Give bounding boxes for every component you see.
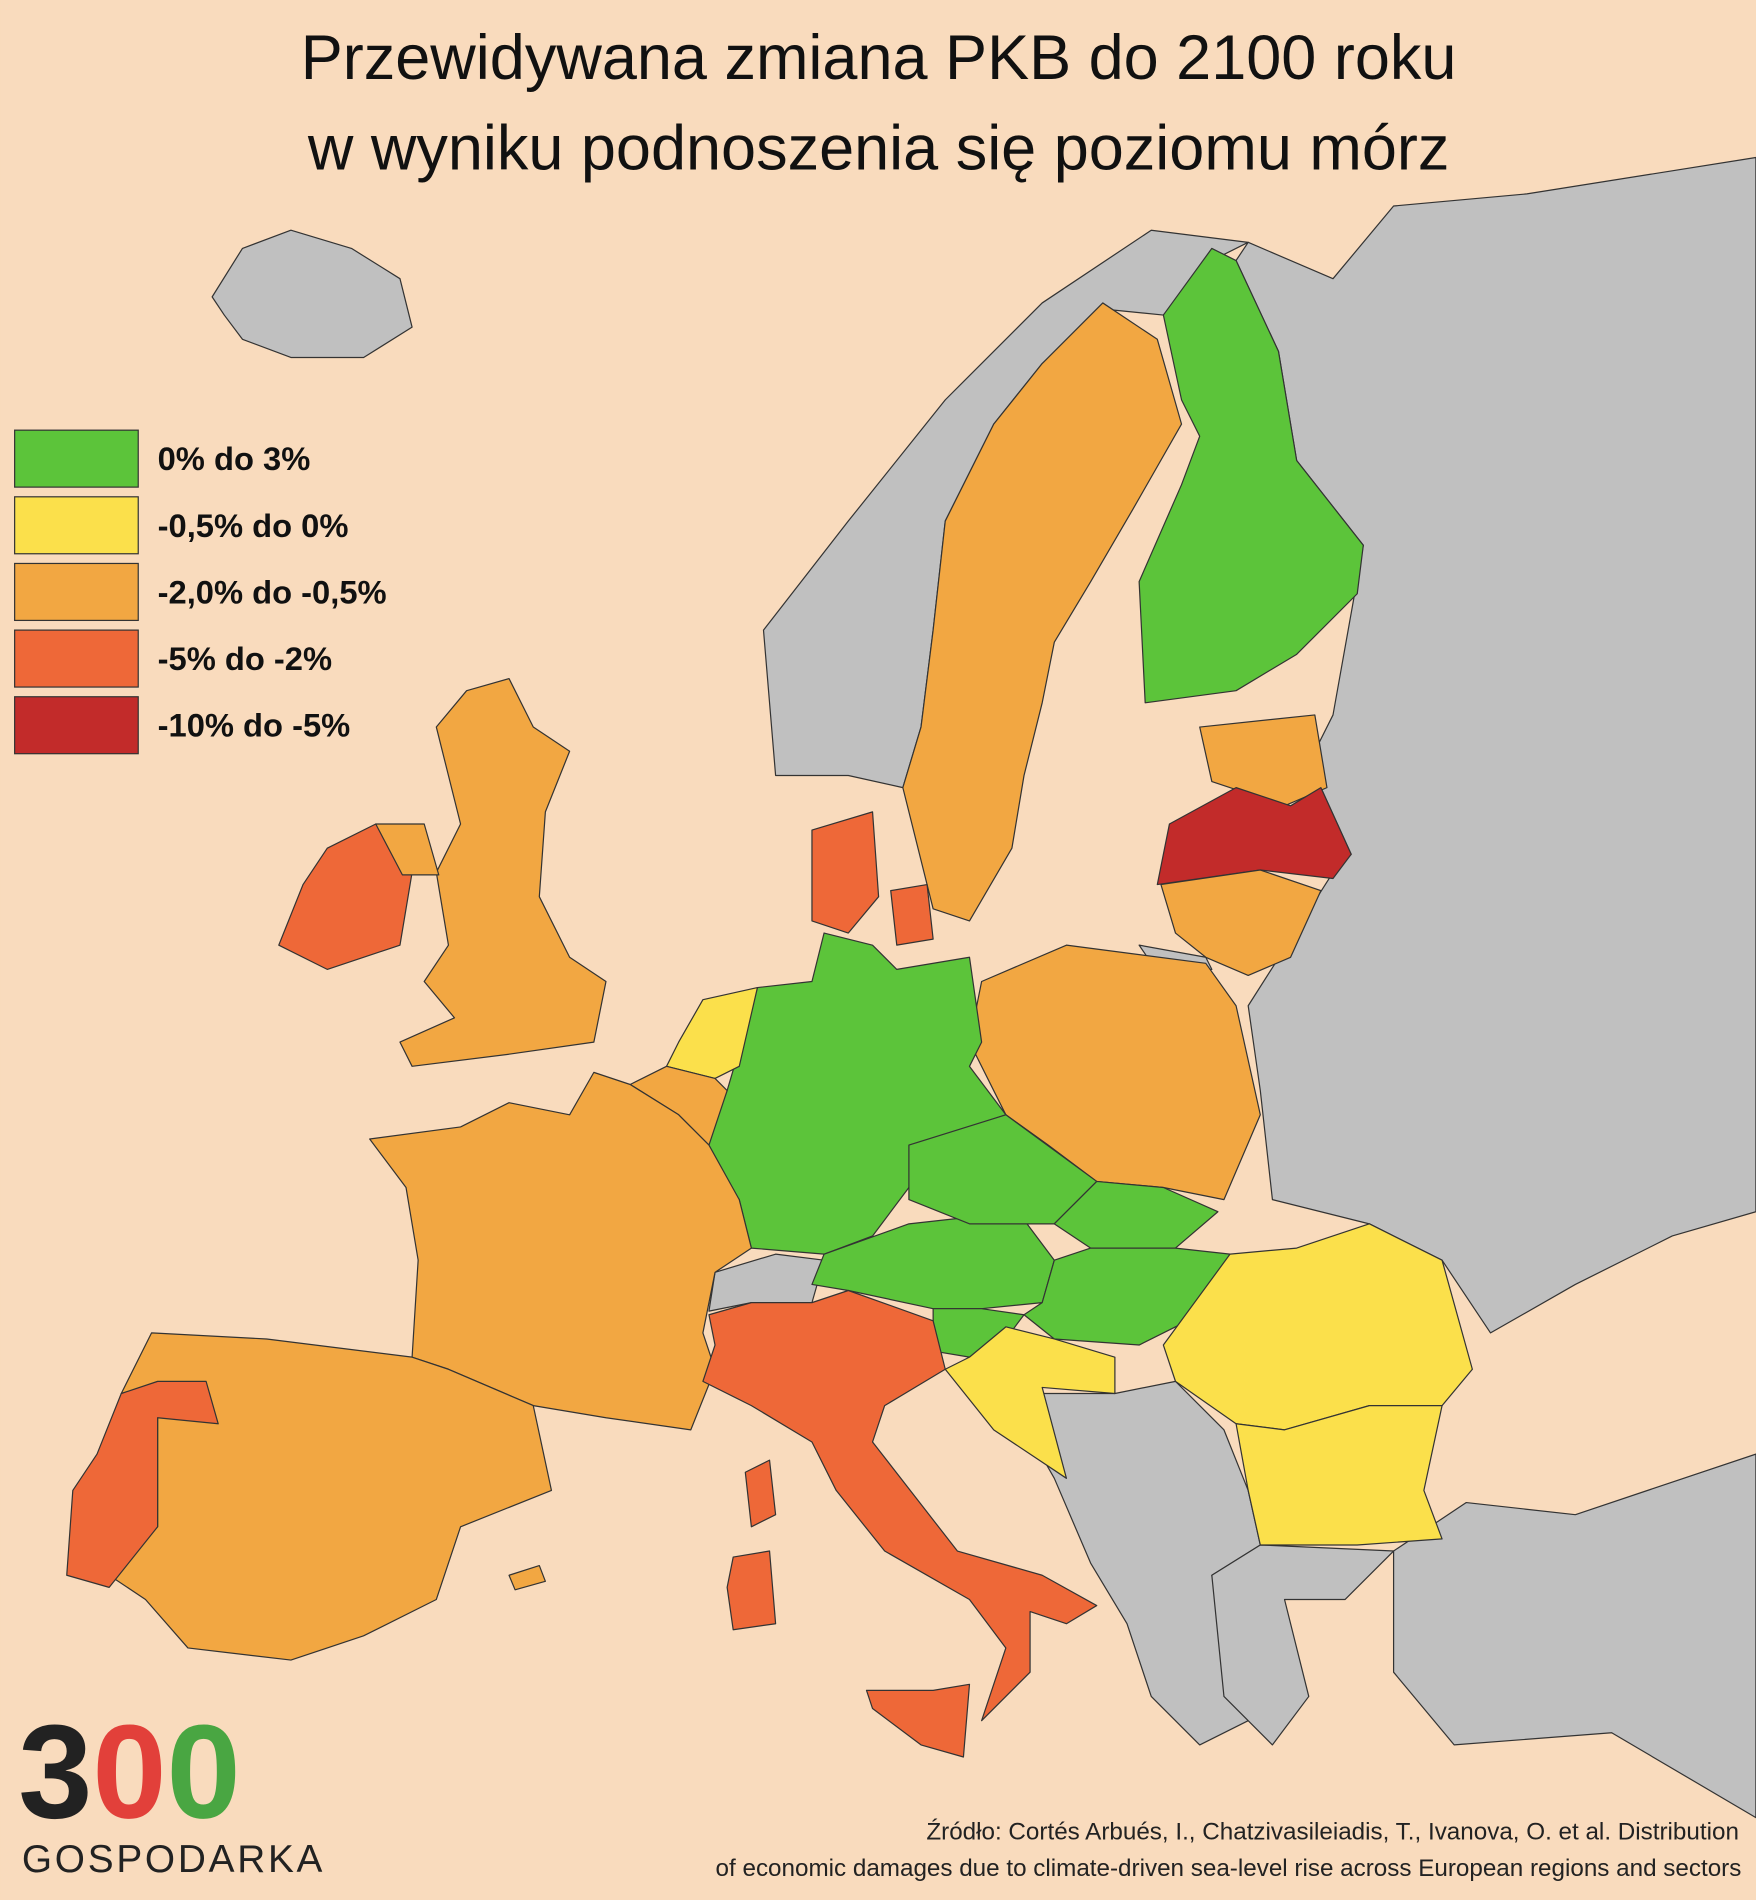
- title-line: Przewidywana zmiana PKB do 2100 roku: [301, 23, 1457, 93]
- lithuania: [1160, 869, 1322, 977]
- logo-number: 300: [18, 1698, 240, 1847]
- logo-name: GOSPODARKA: [22, 1838, 323, 1881]
- sardinia: [726, 1550, 777, 1631]
- corsica: [744, 1459, 777, 1528]
- portugal: [66, 1380, 219, 1588]
- legend-label: -0,5% do 0%: [158, 507, 349, 544]
- legend: 0% do 3% -0,5% do 0% -2,0% do -0,5% -5% do …: [14, 429, 387, 755]
- northern-ireland: [375, 823, 440, 876]
- denmark-islands: [890, 883, 934, 946]
- map: [66, 156, 1756, 1819]
- legend-label: 0% do 3%: [158, 440, 311, 477]
- great-britain: [399, 677, 607, 1067]
- legend-label: -2,0% do -0,5%: [158, 573, 387, 610]
- sicily: [865, 1683, 971, 1758]
- france: [369, 1071, 752, 1431]
- croatia: [944, 1326, 1116, 1479]
- denmark: [811, 811, 880, 934]
- legend-swatch: [14, 696, 139, 755]
- poland: [968, 944, 1261, 1201]
- legend-swatch: [14, 562, 139, 622]
- legend-swatch: [14, 429, 139, 488]
- legend-label: -5% do -2%: [158, 640, 332, 677]
- bulgaria: [1235, 1405, 1443, 1546]
- legend-label: -10% do -5%: [158, 707, 351, 744]
- italy: [702, 1289, 1098, 1722]
- finland: [1138, 247, 1364, 704]
- source-line: of economic damages due to climate-drive…: [716, 1855, 1742, 1882]
- source-line: Źródło: Cortés Arbués, I., Chatzivasilei…: [926, 1818, 1739, 1845]
- title-line: w wyniku podnoszenia się poziomu mórz: [307, 114, 1450, 184]
- iceland: [211, 229, 413, 359]
- legend-swatch: [14, 496, 139, 555]
- balearic: [508, 1564, 546, 1591]
- greece: [1211, 1544, 1395, 1746]
- germany: [702, 932, 1007, 1255]
- hungary: [1023, 1247, 1231, 1346]
- sweden: [902, 302, 1183, 922]
- legend-swatch: [14, 629, 139, 688]
